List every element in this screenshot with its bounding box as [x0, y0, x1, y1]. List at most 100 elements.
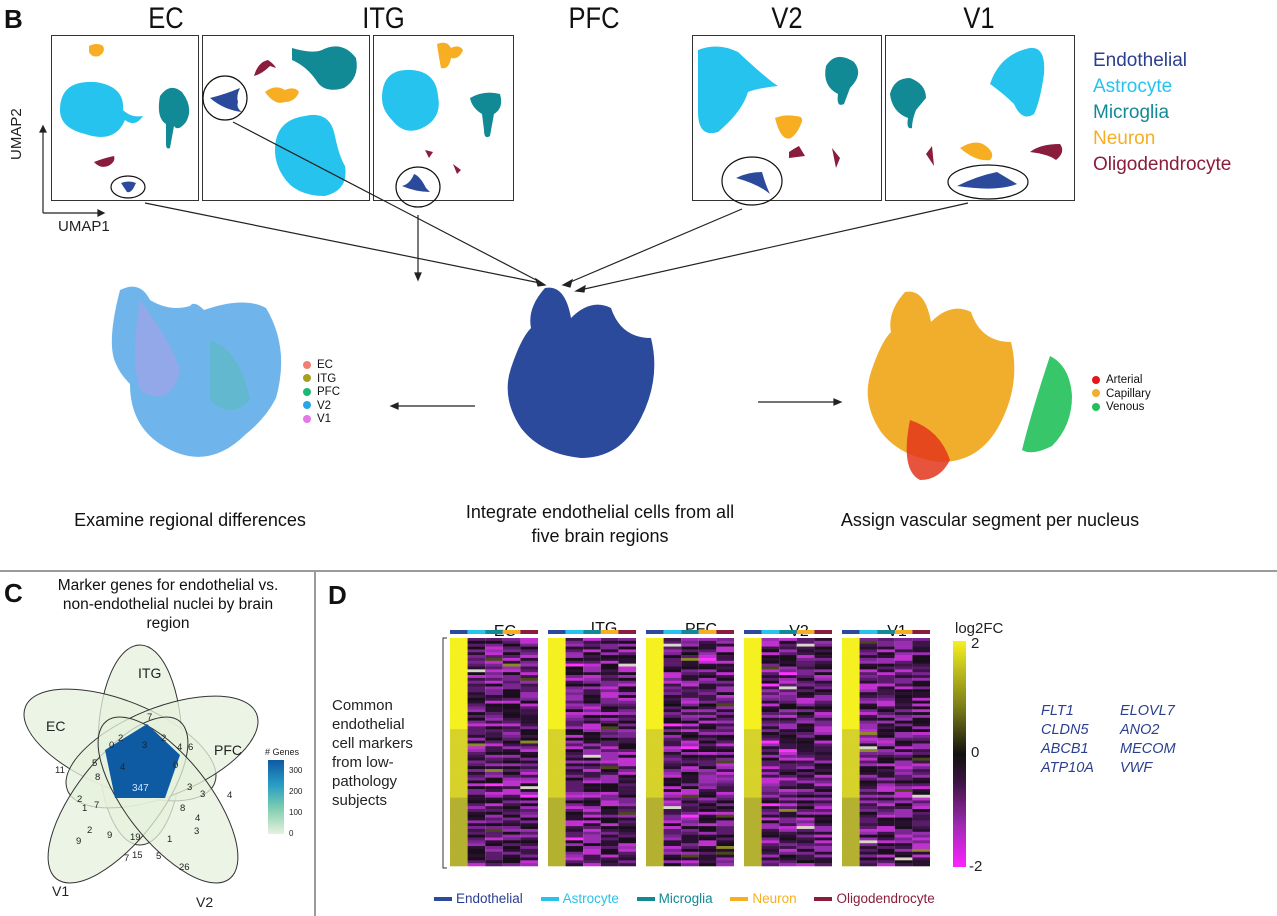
- heatmap-cell: [681, 712, 699, 716]
- heatmap-cell: [467, 734, 486, 739]
- heatmap-cell: [565, 752, 584, 756]
- heatmap-cell: [583, 806, 601, 810]
- heatmap-cell: [548, 814, 566, 818]
- heatmap-cell: [842, 689, 860, 693]
- heatmap-cell: [565, 689, 584, 693]
- heatmap-column-annotation: [698, 630, 717, 634]
- heatmap-cell: [565, 780, 584, 784]
- heatmap-cell: [646, 700, 664, 704]
- heatmap-cell: [565, 746, 584, 750]
- heatmap-cell: [859, 683, 878, 687]
- heatmap-cell: [485, 646, 503, 650]
- heatmap-cell: [779, 720, 797, 724]
- heatmap-cell: [761, 666, 780, 670]
- heatmap-cell: [716, 860, 734, 864]
- heatmap-cell: [646, 655, 664, 659]
- heatmap-cell: [894, 820, 913, 824]
- cluster-neuron: [89, 44, 104, 57]
- heatmap-cell: [877, 823, 895, 827]
- heatmap-cell: [698, 672, 717, 676]
- heatmap-cell: [583, 657, 601, 662]
- legend-neuron: Neuron: [1093, 128, 1156, 149]
- cluster-neuron: [775, 115, 803, 139]
- heatmap-cell: [600, 851, 619, 855]
- heatmap-cell: [681, 843, 699, 847]
- heatmap-cell: [600, 834, 619, 838]
- heatmap-cell: [646, 643, 664, 647]
- heatmap-cell: [744, 686, 762, 690]
- heatmap-cell: [663, 692, 682, 696]
- heatmap-cell: [761, 657, 780, 662]
- heatmap-cell: [842, 734, 860, 739]
- heatmap-cell: [583, 749, 601, 753]
- heatmap-cell: [796, 851, 815, 855]
- heatmap-cell: [565, 754, 584, 758]
- heatmap-cell: [796, 643, 815, 647]
- heatmap-cell: [681, 769, 699, 773]
- heatmap-cell: [814, 649, 832, 653]
- heatmap-cell: [698, 692, 717, 696]
- umap-title-v2: V2: [771, 2, 803, 35]
- heatmap-cell: [520, 646, 538, 650]
- heatmap-cell: [663, 649, 682, 653]
- region-legend: EC ITG PFC V2 V1: [303, 359, 340, 427]
- heatmap-cell: [646, 729, 664, 733]
- heatmap-cell: [485, 794, 503, 798]
- heatmap-cell: [618, 757, 636, 761]
- heatmap-cell: [859, 786, 878, 790]
- heatmap-cell: [796, 672, 815, 676]
- heatmap-cell: [485, 692, 503, 696]
- venn-count: 7: [124, 853, 130, 864]
- heatmap-cell: [646, 823, 664, 827]
- heatmap-cell: [877, 660, 895, 664]
- heatmap-cell: [565, 831, 584, 835]
- heatmap-cell: [520, 851, 538, 855]
- heatmap-cell: [779, 752, 797, 756]
- heatmap-cell: [520, 746, 538, 750]
- heatmap-cell: [761, 703, 780, 707]
- heatmap-cell: [842, 697, 860, 701]
- heatmap-cell: [646, 666, 664, 670]
- heatmap-cell: [842, 777, 860, 781]
- cluster-neuron: [265, 87, 299, 103]
- heatmap-cell: [600, 820, 619, 824]
- heatmap-cell: [548, 834, 566, 838]
- heatmap-cell: [450, 734, 468, 739]
- heatmap-cell: [842, 846, 860, 850]
- heatmap-cell: [663, 848, 682, 853]
- heatmap-cell: [618, 692, 636, 696]
- heatmap-cell: [859, 723, 878, 727]
- heatmap-cell: [600, 706, 619, 710]
- heatmap-cell: [814, 675, 832, 679]
- heatmap-column-annotation: [663, 630, 682, 634]
- cluster-astrocyte: [275, 114, 346, 196]
- heatmap-cell: [842, 657, 860, 662]
- heatmap-cell: [877, 697, 895, 701]
- heatmap-cell: [548, 740, 566, 744]
- heatmap-cell: [744, 655, 762, 659]
- heatmap-cell: [618, 675, 636, 679]
- heatmap-cell: [583, 820, 601, 824]
- heatmap-cell: [450, 695, 468, 699]
- heatmap-cell: [796, 706, 815, 710]
- heatmap-cell: [583, 803, 601, 807]
- heatmap-cell: [663, 780, 682, 784]
- heatmap-cell: [877, 769, 895, 773]
- heatmap-cell: [761, 840, 780, 844]
- heatmap-cell: [583, 783, 601, 787]
- heatmap-cell: [912, 817, 930, 821]
- heatmap-cell: [698, 726, 717, 730]
- heatmap-cell: [646, 797, 664, 801]
- heatmap-cell: [761, 692, 780, 696]
- heatmap-cell: [912, 743, 930, 747]
- heatmap-cell: [502, 800, 521, 804]
- heatmap-cell: [618, 657, 636, 662]
- legend-astrocyte: Astrocyte: [540, 891, 619, 906]
- heatmap-cell: [842, 820, 860, 824]
- heatmap-cell: [450, 777, 468, 781]
- heatmap-cell: [467, 771, 486, 776]
- heatmap-cell: [565, 771, 584, 776]
- heatmap-cell: [859, 686, 878, 690]
- heatmap-cell: [744, 817, 762, 821]
- venn-colorbar-tick-300: 300: [289, 766, 303, 775]
